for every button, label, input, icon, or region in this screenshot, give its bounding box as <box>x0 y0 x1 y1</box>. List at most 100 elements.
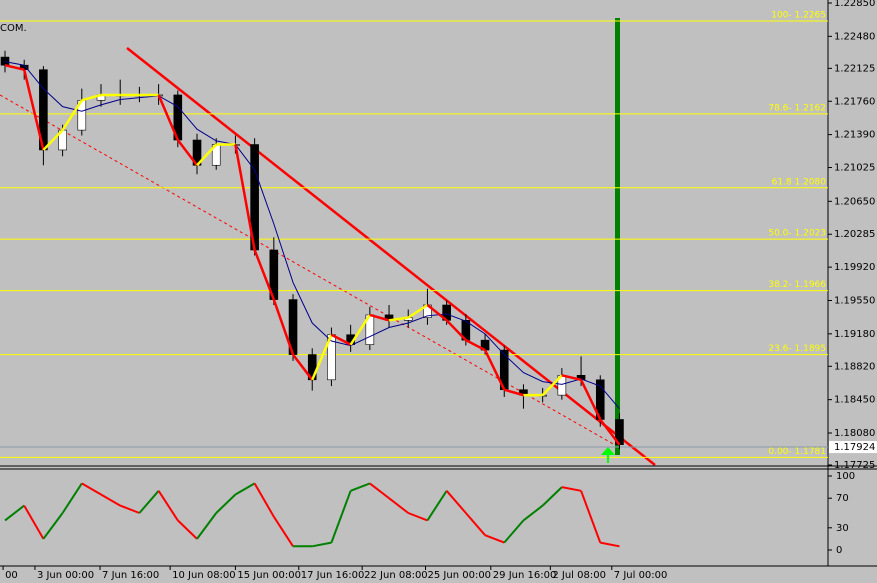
osc-line <box>215 493 237 514</box>
channel-line <box>0 94 616 446</box>
trend-signal <box>22 69 45 151</box>
fib-label: 78.6- 1.2162 <box>768 103 826 113</box>
fib-label: 23.6- 1.1895 <box>768 344 826 354</box>
trend-signal <box>234 144 256 251</box>
last-price-box <box>829 441 877 454</box>
y-tick-label: 1.21025 <box>834 163 875 174</box>
trend-signal <box>253 249 275 301</box>
y-tick-label: 1.19550 <box>834 295 875 306</box>
fib-label: 38.2- 1.1966 <box>768 280 826 290</box>
buy-arrow <box>601 447 615 463</box>
trend-signal <box>407 303 429 319</box>
osc-line <box>272 516 294 547</box>
osc-line <box>580 490 602 543</box>
candle-body <box>192 139 202 166</box>
trend-signal <box>465 339 486 352</box>
trend-signal <box>81 93 102 102</box>
y-tick-label: 1.18820 <box>834 361 875 372</box>
osc-line <box>61 482 83 514</box>
osc-line <box>445 490 467 514</box>
trend-signal <box>579 379 602 421</box>
x-tick-label: 29 Jun 16:00 <box>493 570 557 581</box>
last-price-label: 1.17924 <box>834 442 875 453</box>
osc-line <box>369 482 390 499</box>
osc-line <box>234 482 256 496</box>
trend-signal <box>4 63 25 71</box>
x-tick-label: 7 Jun 16:00 <box>102 570 159 581</box>
osc-line <box>407 512 428 522</box>
trend-signal <box>541 374 563 397</box>
osc-tick-label: 100 <box>836 471 855 482</box>
osc-line <box>177 519 198 540</box>
osc-line <box>312 541 332 548</box>
osc-line <box>4 504 25 522</box>
trend-signal <box>311 334 333 381</box>
osc-line <box>503 519 525 544</box>
osc-line <box>119 504 140 514</box>
osc-tick-label: 0 <box>836 545 842 556</box>
trend-signal <box>445 319 467 342</box>
osc-line <box>484 534 505 544</box>
y-tick-label: 1.19920 <box>834 262 875 273</box>
osc-tick-label: 30 <box>836 523 849 534</box>
trend-signal <box>426 304 448 322</box>
osc-line <box>465 512 486 536</box>
trend-signal <box>272 299 295 355</box>
trend-signal <box>483 349 506 391</box>
x-tick-label: 15 Jun 00:00 <box>237 570 301 581</box>
fib-label: 100- 1.2265 <box>771 11 826 21</box>
trend-signal <box>42 129 64 151</box>
trend-signal <box>157 94 179 141</box>
y-tick-label: 1.20650 <box>834 196 875 207</box>
y-tick-label: 1.19180 <box>834 329 875 340</box>
trend-signal <box>196 143 218 167</box>
osc-line <box>522 504 544 522</box>
trend-signal <box>349 314 371 346</box>
x-tick-label: 25 Jun 00:00 <box>428 570 492 581</box>
osc-line <box>388 497 409 514</box>
x-tick-label: 2 Jul 08:00 <box>552 570 606 581</box>
y-tick-label: 1.21760 <box>834 96 875 107</box>
osc-line <box>253 482 275 518</box>
trend-signal <box>561 374 582 382</box>
trend-signal <box>369 313 390 322</box>
signal-bar <box>615 18 620 455</box>
osc-line <box>561 486 582 492</box>
osc-line <box>138 490 160 514</box>
y-tick-label: 1.18450 <box>834 395 875 406</box>
x-tick-label: 00 <box>5 570 18 581</box>
trend-signal <box>176 139 199 167</box>
osc-line <box>196 512 218 540</box>
trend-signal <box>388 316 409 322</box>
candle-body <box>0 56 10 66</box>
corner-text: COM. <box>0 23 27 34</box>
trend-signal <box>292 353 314 381</box>
x-tick-label: 10 Jun 08:00 <box>172 570 236 581</box>
trend-signal <box>330 333 352 346</box>
osc-line <box>426 490 448 521</box>
fib-label: 0.00- 1.1781 <box>768 447 826 457</box>
osc-line <box>330 490 352 543</box>
ma-line <box>4 61 620 409</box>
trend-line <box>126 47 656 466</box>
trend-signal <box>503 388 524 397</box>
osc-line <box>42 512 64 540</box>
osc-line <box>81 482 102 496</box>
y-tick-label: 1.17725 <box>834 460 875 471</box>
osc-tick-label: 70 <box>836 493 849 504</box>
y-tick-label: 1.21390 <box>834 130 875 141</box>
x-tick-label: 17 Jun 16:00 <box>301 570 365 581</box>
y-tick-label: 1.22125 <box>834 63 875 74</box>
fib-label: 50.0- 1.2023 <box>768 229 826 239</box>
osc-line <box>541 486 563 507</box>
x-tick-label: 3 Jun 00:00 <box>37 570 94 581</box>
trend-signal <box>61 99 83 131</box>
osc-line <box>23 505 45 540</box>
osc-line <box>350 482 371 492</box>
y-tick-label: 1.22480 <box>834 31 875 42</box>
y-tick-label: 1.22850 <box>834 0 875 9</box>
x-tick-label: 7 Jul 00:00 <box>614 570 668 581</box>
